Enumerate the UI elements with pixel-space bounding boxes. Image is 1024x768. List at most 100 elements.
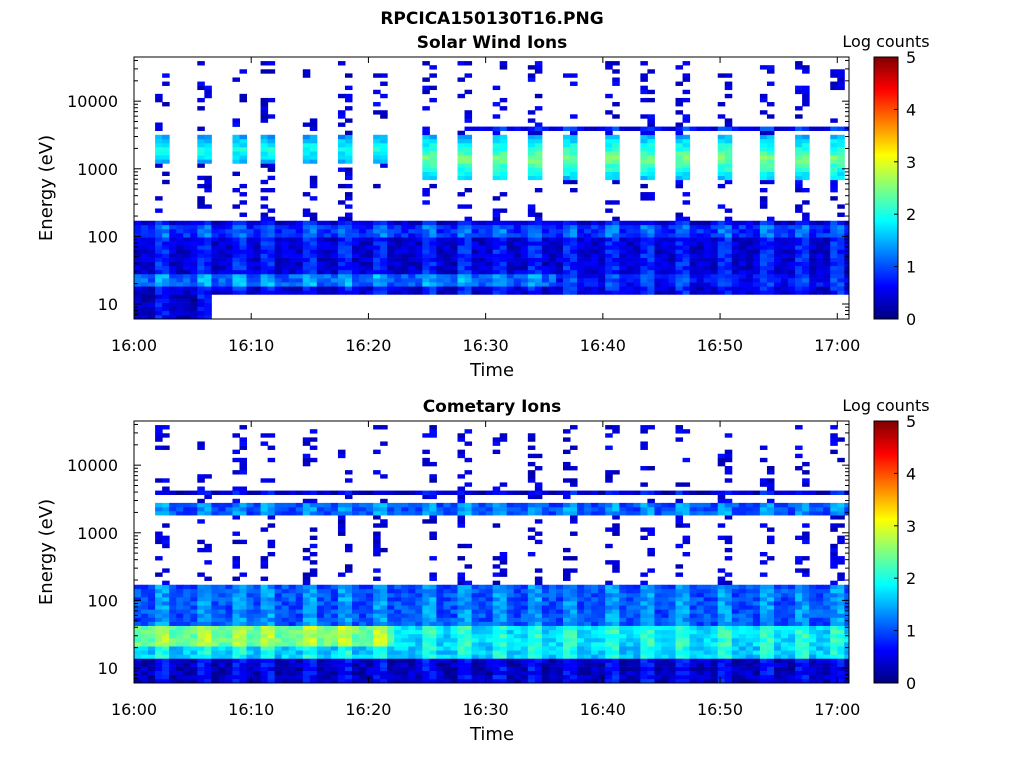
- heatmap-cell: [457, 486, 466, 491]
- heatmap-cell: [563, 654, 571, 659]
- heatmap-cell: [309, 445, 318, 450]
- heatmap-cell: [141, 633, 149, 639]
- heatmap-cell: [605, 629, 613, 635]
- heatmap-cell: [422, 646, 430, 651]
- heatmap-cell: [696, 126, 705, 131]
- heatmap-cell: [541, 617, 550, 622]
- heatmap-cell: [598, 637, 606, 643]
- heatmap-cell: [584, 228, 592, 234]
- heatmap-cell: [837, 159, 845, 164]
- heatmap-cell: [654, 257, 662, 262]
- heatmap-cell: [759, 200, 768, 205]
- heatmap-cell: [563, 224, 571, 230]
- heatmap-cell: [394, 233, 402, 238]
- heatmap-cell: [344, 506, 353, 512]
- heatmap-cell: [197, 637, 205, 643]
- heatmap-cell: [141, 678, 149, 683]
- heatmap-cell: [183, 662, 191, 667]
- heatmap-cell: [197, 662, 205, 667]
- heatmap-cell: [563, 617, 571, 622]
- heatmap-cell: [795, 265, 803, 271]
- heatmap-cell: [464, 621, 473, 626]
- heatmap-cell: [394, 224, 402, 230]
- heatmap-cell: [612, 666, 620, 672]
- heatmap-cell: [155, 633, 163, 639]
- heatmap-cell: [647, 265, 655, 271]
- heatmap-cell: [619, 257, 627, 262]
- heatmap-cell: [830, 155, 838, 160]
- heatmap-cell: [612, 228, 620, 234]
- heatmap-cell: [352, 605, 360, 610]
- heatmap-cell: [717, 261, 726, 267]
- heatmap-cell: [675, 65, 684, 70]
- heatmap-cell: [323, 621, 332, 626]
- heatmap-cell: [619, 245, 627, 250]
- heatmap-cell: [506, 666, 515, 672]
- heatmap-cell: [598, 662, 606, 667]
- heatmap-cell: [429, 556, 437, 561]
- heatmap-cell: [394, 273, 402, 279]
- heatmap-cell: [605, 506, 613, 512]
- heatmap-cell: [633, 282, 641, 287]
- heatmap-cell: [148, 621, 156, 626]
- heatmap-cell: [401, 666, 409, 672]
- heatmap-cell: [668, 269, 677, 275]
- heatmap-cell: [499, 208, 508, 213]
- heatmap-cell: [197, 183, 205, 189]
- heatmap-cell: [506, 490, 515, 495]
- heatmap-cell: [527, 237, 536, 242]
- heatmap-cell: [211, 511, 219, 516]
- heatmap-cell: [471, 617, 480, 622]
- heatmap-cell: [605, 597, 613, 602]
- heatmap-cell: [541, 629, 550, 635]
- heatmap-cell: [570, 130, 578, 136]
- heatmap-cell: [436, 224, 444, 230]
- heatmap-cell: [668, 265, 677, 271]
- heatmap-cell: [274, 257, 283, 262]
- heatmap-cell: [703, 257, 712, 262]
- heatmap-cell: [373, 613, 381, 618]
- heatmap-cell: [745, 253, 754, 258]
- heatmap-cell: [366, 678, 374, 683]
- heatmap-cell: [197, 294, 205, 299]
- heatmap-cell: [344, 159, 353, 164]
- heatmap-cell: [457, 609, 466, 614]
- heatmap-cell: [823, 224, 831, 230]
- heatmap-cell: [591, 597, 599, 602]
- heatmap-cell: [457, 273, 466, 279]
- heatmap-cell: [204, 224, 212, 230]
- heatmap-cell: [605, 155, 613, 160]
- heatmap-cell: [429, 224, 437, 230]
- heatmap-cell: [682, 159, 691, 164]
- heatmap-cell: [499, 233, 508, 238]
- heatmap-cell: [211, 278, 219, 283]
- heatmap-cell: [450, 511, 459, 516]
- heatmap-cell: [274, 633, 283, 639]
- heatmap-cell: [584, 506, 592, 512]
- heatmap-cell: [155, 629, 163, 635]
- heatmap-cell: [471, 257, 480, 262]
- heatmap-cell: [647, 273, 655, 279]
- heatmap-cell: [323, 592, 332, 598]
- heatmap-cell: [612, 617, 620, 622]
- heatmap-cell: [612, 560, 620, 565]
- heatmap-cell: [605, 241, 613, 246]
- heatmap-cell: [570, 257, 578, 262]
- heatmap-cell: [352, 224, 360, 230]
- heatmap-cell: [548, 662, 557, 667]
- heatmap-cell: [415, 633, 423, 639]
- heatmap-cell: [710, 228, 719, 234]
- heatmap-cell: [366, 502, 374, 508]
- heatmap-cell: [795, 233, 803, 238]
- heatmap-cell: [682, 265, 691, 271]
- heatmap-cell: [373, 155, 381, 160]
- heatmap-cell: [795, 282, 803, 287]
- heatmap-cell: [366, 511, 374, 516]
- heatmap-cell: [506, 625, 515, 631]
- heatmap-cell: [134, 228, 142, 234]
- heatmap-cell: [162, 286, 170, 291]
- heatmap-cell: [654, 253, 662, 258]
- heatmap-cell: [190, 506, 198, 512]
- heatmap-cell: [359, 654, 367, 659]
